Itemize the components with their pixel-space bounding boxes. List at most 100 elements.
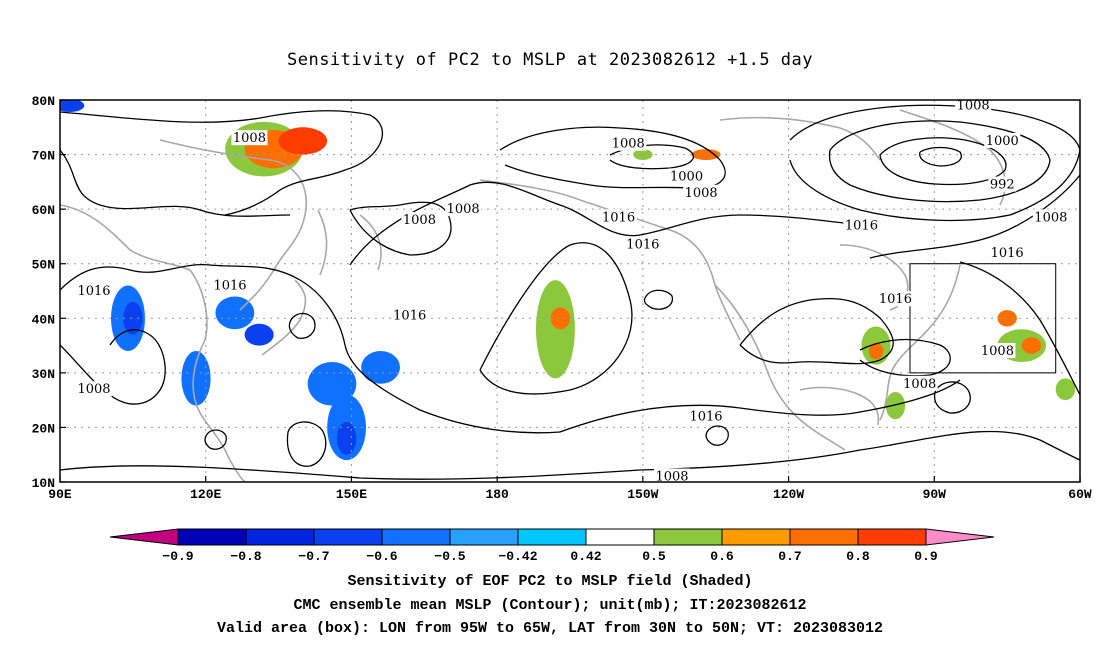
contour-low-atlantic-tc (933, 381, 971, 414)
contour-label: 1008 (655, 470, 688, 485)
contour-1016-atlantic-south (959, 261, 1080, 396)
coastline-east-asia (60, 204, 246, 482)
contour-label-bg (979, 343, 1016, 359)
colorbar-tick-label: −0.7 (298, 549, 329, 564)
contour-label: 1016 (602, 210, 635, 225)
contour-label-bg (610, 135, 647, 151)
contour-label: 1000 (986, 134, 1019, 149)
contour-label: 1016 (77, 284, 110, 299)
contour-label: 1016 (879, 292, 912, 307)
sensitivity-patch (1055, 378, 1076, 401)
contour-1016-atlantic (869, 174, 1080, 259)
contour-label: 992 (990, 178, 1015, 193)
colorbar-segment (789, 528, 859, 546)
gridlines (60, 100, 1080, 482)
contour-label: 1008 (447, 202, 480, 217)
contour-greenland-core (919, 146, 962, 167)
sensitivity-patch (997, 310, 1017, 327)
contour-label: 1008 (957, 98, 990, 113)
map-plot: 1008 1016 1016 1016 1008 1008 1008 1008 1000 1008… (32, 94, 1092, 564)
colorbar-tick-label: 0.7 (778, 549, 801, 564)
sensitivity-patch (550, 307, 570, 330)
contour-label-bg (445, 201, 482, 217)
contour-1000-greenland (828, 120, 1051, 203)
x-tick-label: 90W (923, 487, 947, 502)
y-tick-label: 80N (32, 94, 55, 109)
x-tick-label: 120W (773, 487, 804, 502)
sensitivity-patch (60, 100, 85, 113)
colorbar-segment (857, 528, 927, 546)
colorbar-tick-label: −0.5 (434, 549, 465, 564)
contour-1016-north (60, 149, 291, 217)
contour-1008-china (60, 329, 166, 405)
contour-low-okinawa (204, 429, 227, 450)
contour-label-bg (955, 97, 992, 113)
x-tick-label: 180 (485, 487, 509, 502)
contour-1008-siberia (60, 110, 383, 216)
contour-low-japan (288, 312, 316, 339)
contour-1008-conus (859, 338, 951, 377)
contour-label-bg (843, 217, 880, 233)
sensitivity-patch (181, 351, 211, 406)
contour-label: 1008 (233, 131, 266, 146)
contour-label: 1008 (403, 213, 436, 228)
sensitivity-patch (244, 323, 274, 346)
contour-label: 1000 (670, 169, 703, 184)
colorbar-tick-label: −0.9 (162, 549, 193, 564)
colorbar-segment (517, 528, 587, 546)
sensitivity-patch (1021, 337, 1042, 354)
contour-label-bg (231, 130, 268, 146)
colorbar-segment (313, 528, 383, 546)
contour-label: 1016 (393, 309, 426, 324)
chart-title: Sensitivity of PC2 to MSLP at 2023082612… (286, 50, 813, 70)
contour-label: 1008 (981, 344, 1014, 359)
contour-1008-greenland-outer (789, 104, 1080, 222)
contour-label-bg (391, 307, 428, 323)
contour-label-bg (901, 375, 938, 391)
contour-1016-asia (60, 263, 561, 434)
contour-label: 1016 (213, 279, 246, 294)
coastline-sea-of-okhotsk (359, 214, 382, 271)
contour-1016-pacific-high (479, 242, 633, 395)
colorbar-segment (449, 528, 519, 546)
y-tick-label: 10N (32, 476, 55, 491)
x-tick-label: 150E (336, 487, 367, 502)
contour-1016-pacific-ridge (349, 181, 861, 266)
x-tick-label: 60W (1068, 487, 1092, 502)
sensitivity-patch (361, 351, 401, 384)
y-tick-label: 60N (32, 203, 55, 218)
contour-1008-arctic-low (499, 126, 726, 189)
valid-area-box (909, 263, 1057, 374)
contour-label-bg (683, 184, 720, 200)
y-axis-ticks: 10N 20N 30N 40N 50N 60N 70N 80N (32, 94, 66, 491)
contour-label-bg (668, 168, 705, 184)
x-axis-ticks: 90E 120E 150E 180 150W 120W 90W 60W (48, 476, 1092, 502)
contour-label-bg (654, 468, 690, 484)
coastline-kamchatka (317, 209, 328, 276)
colorbar-segment (381, 528, 451, 546)
colorbar-segment (245, 528, 315, 546)
y-tick-label: 40N (32, 312, 55, 327)
footer-shaded-description: Sensitivity of EOF PC2 to MSLP field (Sh… (347, 573, 753, 590)
sensitivity-patch (336, 421, 357, 455)
colorbar-segment (585, 528, 655, 546)
plot-frame (59, 99, 1081, 483)
contour-label: 1008 (903, 377, 936, 392)
y-tick-label: 20N (32, 421, 55, 436)
sensitivity-patch (885, 391, 906, 420)
colorbar-tick-label: −0.42 (498, 549, 537, 564)
colorbar-low-extend (109, 528, 179, 546)
sensitivity-patch (123, 301, 143, 335)
colorbar-tick-label: 0.5 (642, 549, 666, 564)
contour-label-bg (989, 244, 1026, 260)
sensitivity-patch (868, 342, 884, 360)
coastline-gulf (799, 386, 880, 426)
colorbar-segment (721, 528, 791, 546)
contour-label-bg (76, 283, 112, 298)
coastline-alaska (479, 179, 741, 341)
colorbar-tick-label: 0.9 (914, 549, 938, 564)
contour-label-bg (988, 176, 1017, 192)
coastline-japan (261, 279, 307, 356)
sensitivity-patch (278, 127, 328, 155)
colorbar-tick-label: 0.6 (710, 549, 734, 564)
